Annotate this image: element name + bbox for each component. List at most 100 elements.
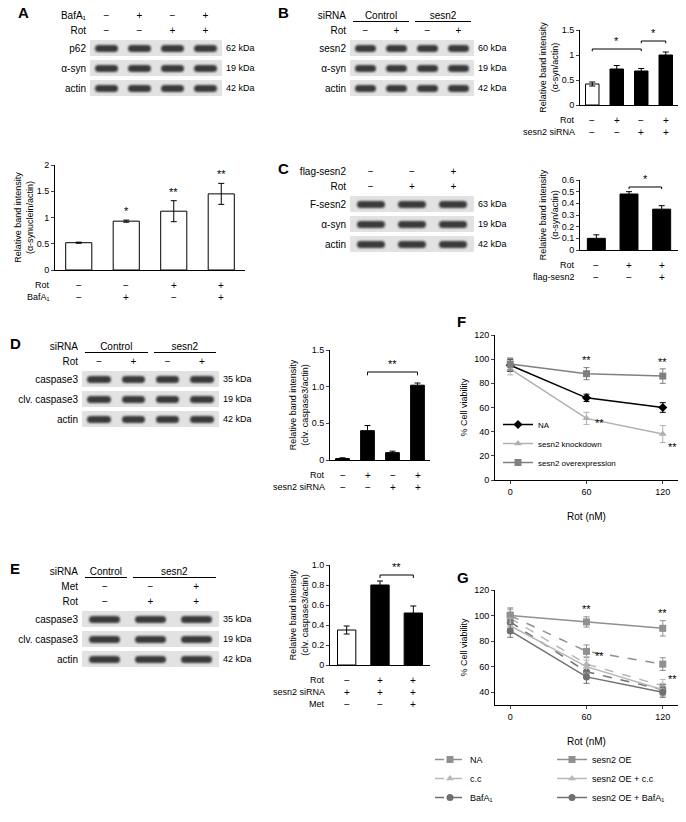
svg-text:0: 0 <box>44 265 49 275</box>
svg-text:−: − <box>76 280 82 291</box>
svg-text:0: 0 <box>484 475 489 485</box>
svg-text:120: 120 <box>474 330 489 340</box>
svg-text:0.5: 0.5 <box>562 75 575 85</box>
svg-text:sesn2 siRNA: sesn2 siRNA <box>273 482 325 492</box>
svg-text:F: F <box>457 313 466 330</box>
svg-text:+: + <box>663 127 669 138</box>
svg-text:*: * <box>124 205 129 217</box>
svg-text:**: ** <box>169 186 178 198</box>
svg-text:−: − <box>589 127 595 138</box>
svg-text:120: 120 <box>655 487 670 497</box>
svg-text:+: + <box>365 470 371 481</box>
svg-text:+: + <box>218 280 224 291</box>
svg-text:sesn2 overexpression: sesn2 overexpression <box>538 459 616 468</box>
svg-text:60: 60 <box>581 487 591 497</box>
svg-text:1: 1 <box>569 50 574 60</box>
svg-text:Relative band intensity(clv. c: Relative band intensity(clv. caspase3/ac… <box>288 359 310 450</box>
svg-text:**: ** <box>658 607 667 619</box>
svg-text:0.1: 0.1 <box>562 233 575 243</box>
svg-text:2: 2 <box>44 160 49 170</box>
svg-text:**: ** <box>582 603 591 615</box>
svg-text:0.4: 0.4 <box>312 620 325 630</box>
svg-text:+: + <box>626 260 632 271</box>
svg-text:sesn2 siRNA: sesn2 siRNA <box>273 687 325 697</box>
svg-text:Relative band intensity(α-syn/: Relative band intensity(α-syn/actin) <box>538 22 560 113</box>
svg-text:80: 80 <box>479 378 489 388</box>
svg-text:+: + <box>614 115 620 126</box>
svg-text:60: 60 <box>479 403 489 413</box>
svg-text:+: + <box>123 292 129 303</box>
svg-text:% Cell viability: % Cell viability <box>459 618 469 677</box>
svg-text:−: − <box>626 272 632 283</box>
svg-text:**: ** <box>668 441 677 453</box>
svg-text:1.0: 1.0 <box>312 382 325 392</box>
svg-text:+: + <box>659 272 665 283</box>
svg-text:0: 0 <box>319 660 324 670</box>
svg-text:+: + <box>415 482 421 493</box>
svg-text:Relative band intensity(α-synu: Relative band intensity(α-synuclein/acti… <box>13 172 35 263</box>
svg-text:c.c: c.c <box>470 774 482 784</box>
svg-text:NA: NA <box>470 755 483 765</box>
svg-text:0.2: 0.2 <box>562 222 575 232</box>
svg-text:−: − <box>589 115 595 126</box>
svg-text:120: 120 <box>474 585 489 595</box>
svg-text:100: 100 <box>474 611 489 621</box>
svg-text:−: − <box>344 675 350 686</box>
svg-text:−: − <box>593 260 599 271</box>
svg-text:−: − <box>123 280 129 291</box>
svg-text:Met: Met <box>309 699 325 709</box>
svg-text:100: 100 <box>474 354 489 364</box>
svg-text:0.3: 0.3 <box>562 210 575 220</box>
svg-text:sesn2 OE: sesn2 OE <box>592 755 632 765</box>
svg-text:+: + <box>377 687 383 698</box>
svg-text:80: 80 <box>479 636 489 646</box>
svg-text:NA: NA <box>538 421 550 430</box>
svg-text:+: + <box>390 482 396 493</box>
svg-text:0: 0 <box>508 487 513 497</box>
svg-text:+: + <box>218 292 224 303</box>
svg-text:−: − <box>377 699 383 710</box>
svg-text:60: 60 <box>479 662 489 672</box>
svg-text:sesn2 knockdown: sesn2 knockdown <box>538 440 602 449</box>
svg-text:+: + <box>377 675 383 686</box>
svg-text:Rot: Rot <box>560 260 575 270</box>
svg-text:120: 120 <box>655 712 670 722</box>
svg-text:0: 0 <box>319 455 324 465</box>
svg-text:**: ** <box>582 354 591 366</box>
svg-text:Rot: Rot <box>310 470 325 480</box>
svg-text:sesn2 OE + BafA₁: sesn2 OE + BafA₁ <box>592 793 664 803</box>
svg-text:*: * <box>643 173 648 185</box>
svg-text:0.6: 0.6 <box>312 600 325 610</box>
svg-text:0: 0 <box>508 712 513 722</box>
svg-text:**: ** <box>392 561 401 573</box>
svg-text:Rot: Rot <box>560 115 575 125</box>
svg-text:1.5: 1.5 <box>312 345 325 355</box>
svg-text:Rot (nM): Rot (nM) <box>567 736 606 747</box>
svg-text:−: − <box>390 470 396 481</box>
svg-text:+: + <box>410 699 416 710</box>
svg-text:−: − <box>340 482 346 493</box>
svg-text:+: + <box>344 687 350 698</box>
svg-text:0.5: 0.5 <box>562 187 575 197</box>
svg-text:flag-sesn2: flag-sesn2 <box>533 272 575 282</box>
svg-text:*: * <box>614 35 619 47</box>
svg-text:**: ** <box>668 673 677 685</box>
svg-text:+: + <box>171 280 177 291</box>
svg-text:+: + <box>415 470 421 481</box>
svg-text:40: 40 <box>479 687 489 697</box>
svg-text:Rot (nM): Rot (nM) <box>567 511 606 522</box>
svg-text:0.6: 0.6 <box>562 175 575 185</box>
svg-text:1.5: 1.5 <box>37 186 50 196</box>
svg-text:40: 40 <box>479 427 489 437</box>
svg-text:0.5: 0.5 <box>312 418 325 428</box>
svg-text:+: + <box>659 260 665 271</box>
svg-text:Relative band intensity(clv. c: Relative band intensity(clv. caspase3/ac… <box>288 569 310 660</box>
svg-text:0.2: 0.2 <box>312 640 325 650</box>
svg-text:+: + <box>663 115 669 126</box>
svg-text:−: − <box>76 292 82 303</box>
svg-text:1: 1 <box>44 213 49 223</box>
svg-text:+: + <box>638 127 644 138</box>
svg-text:0: 0 <box>569 245 574 255</box>
svg-text:−: − <box>638 115 644 126</box>
svg-text:−: − <box>171 292 177 303</box>
